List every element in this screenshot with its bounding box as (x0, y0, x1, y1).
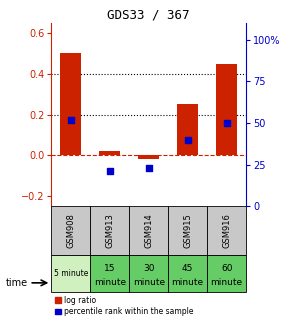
Text: GSM908: GSM908 (66, 213, 75, 248)
Text: GSM914: GSM914 (144, 214, 153, 248)
Bar (129, 206, 168, 255)
Text: minute: minute (211, 278, 243, 287)
Text: GSM913: GSM913 (105, 213, 114, 248)
Bar (177, 104, 198, 155)
Bar (168, 206, 207, 255)
Bar (207, 206, 246, 255)
Text: minute: minute (172, 278, 204, 287)
Text: 30: 30 (143, 264, 154, 273)
Text: 5 minute: 5 minute (54, 269, 88, 278)
Point (224, 120, 229, 126)
Title: GDS33 / 367: GDS33 / 367 (108, 9, 190, 22)
Text: 45: 45 (182, 264, 193, 273)
Point (146, 165, 151, 171)
Bar (207, 255, 246, 292)
Bar (90, 255, 129, 292)
Text: minute: minute (133, 278, 165, 287)
Text: time: time (6, 278, 28, 288)
Bar (129, 255, 168, 292)
Bar (138, 155, 159, 160)
Text: GSM916: GSM916 (222, 213, 231, 248)
Point (69, 117, 73, 122)
Bar (51, 255, 90, 292)
Text: 60: 60 (221, 264, 232, 273)
Bar (216, 64, 237, 155)
Legend: log ratio, percentile rank within the sample: log ratio, percentile rank within the sa… (55, 296, 194, 316)
Bar (60, 53, 81, 155)
Bar (51, 206, 90, 255)
Bar (168, 255, 207, 292)
Text: minute: minute (94, 278, 126, 287)
Text: GSM915: GSM915 (183, 214, 192, 248)
Bar (99, 151, 120, 155)
Bar (90, 206, 129, 255)
Point (185, 137, 190, 142)
Point (108, 169, 112, 174)
Text: 15: 15 (104, 264, 115, 273)
